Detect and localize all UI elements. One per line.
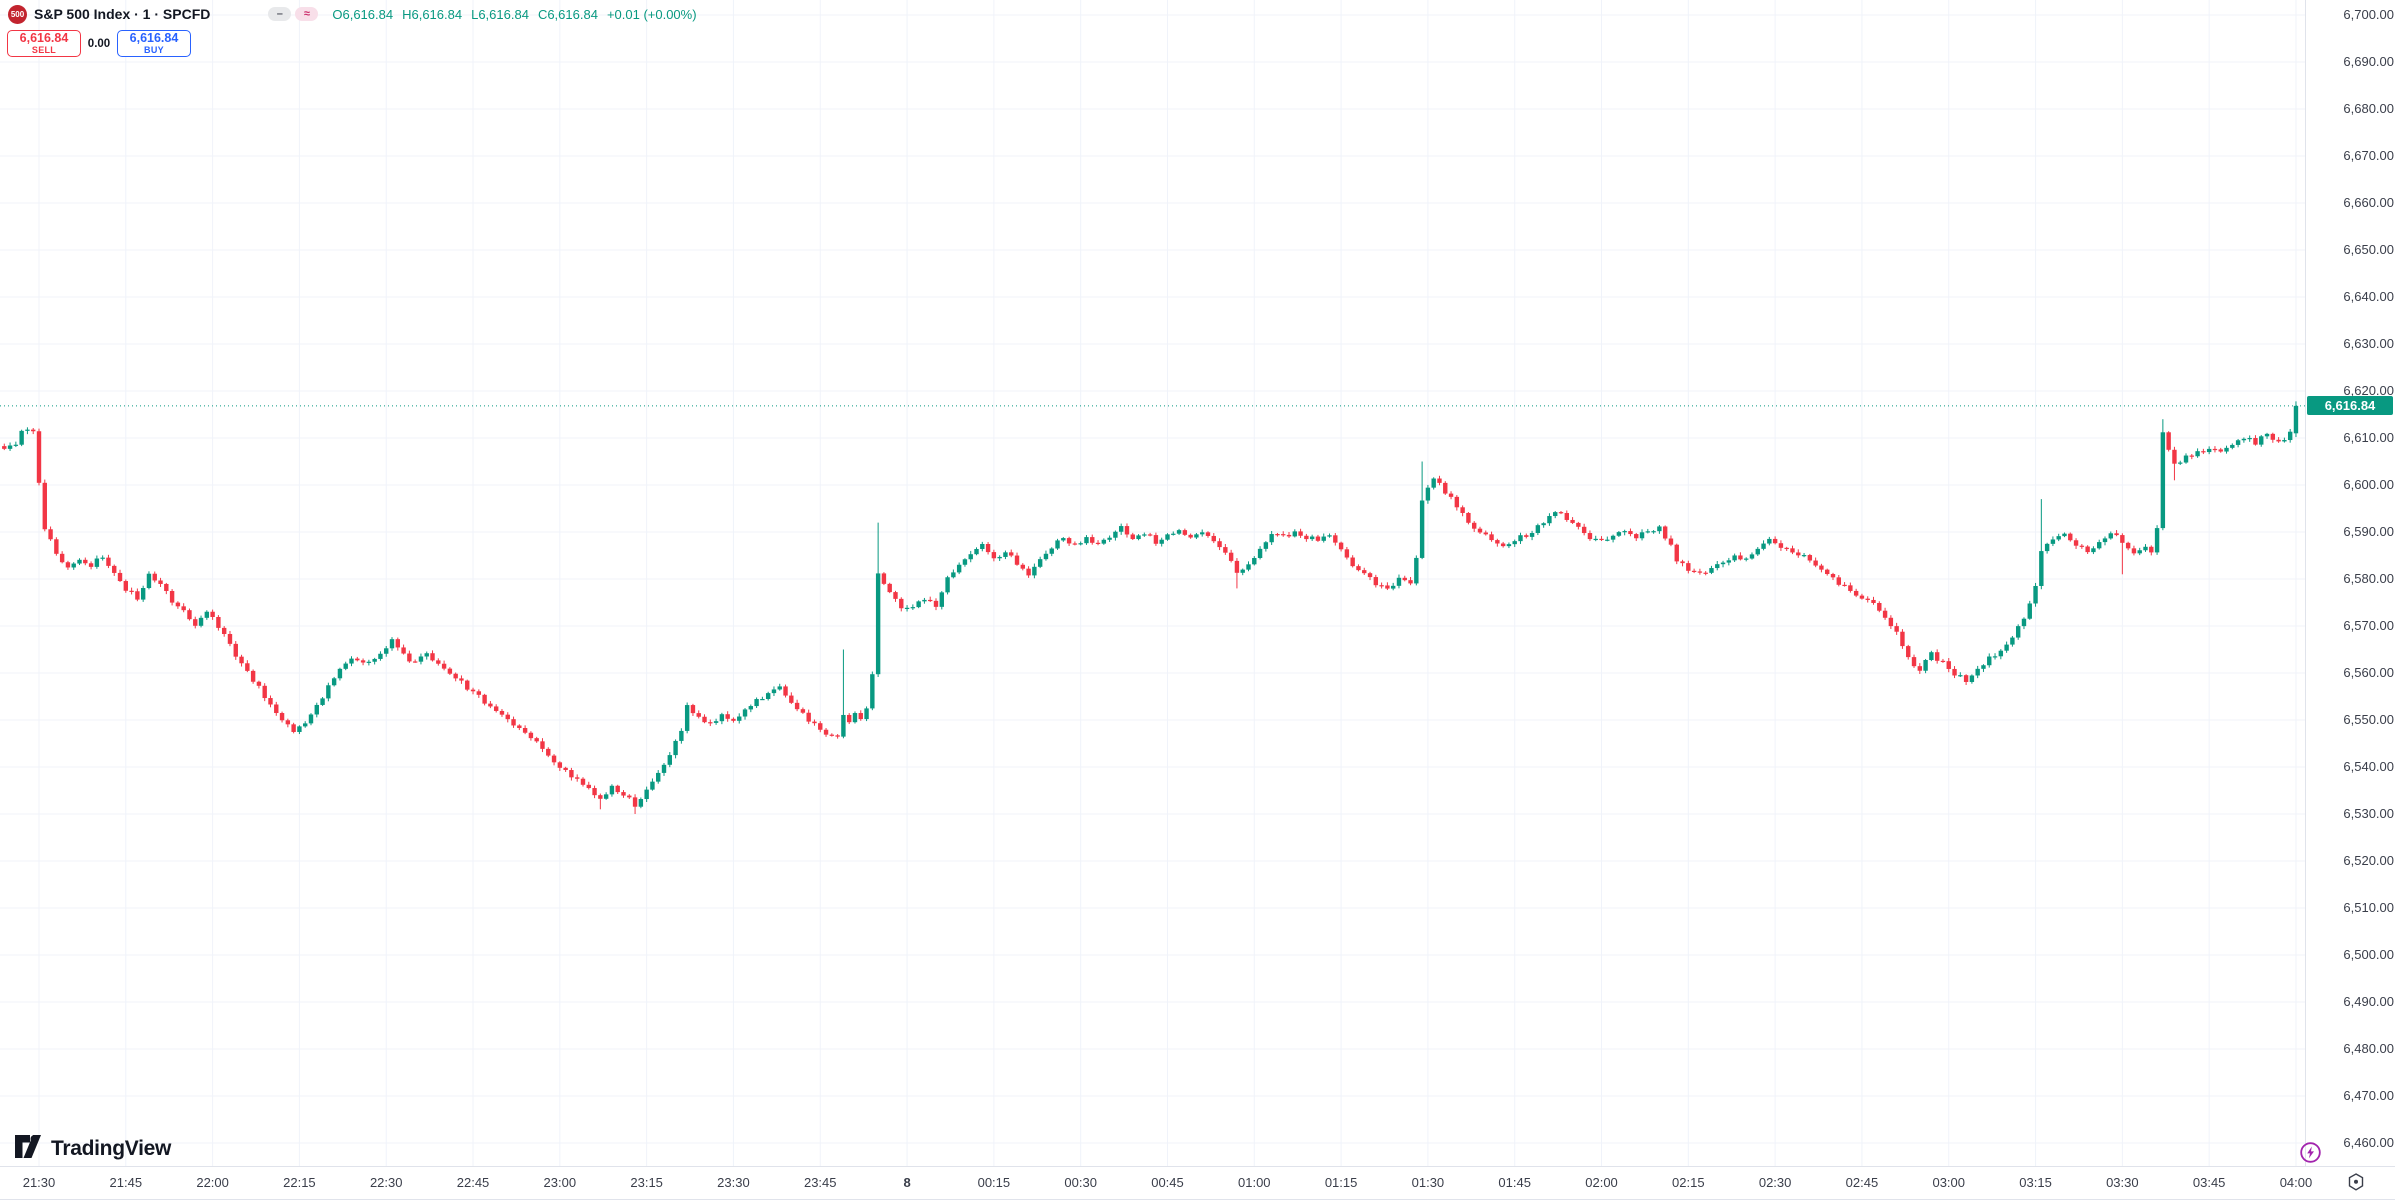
current-price-label: 6,616.84: [2307, 396, 2393, 416]
price-axis-label: 6,630.00: [2343, 336, 2394, 351]
time-axis-label: 00:15: [977, 1175, 1011, 1190]
candlestick-chart[interactable]: [0, 0, 2305, 1166]
sell-price: 6,616.84: [19, 30, 69, 45]
price-axis-label: 6,600.00: [2343, 477, 2394, 492]
price-axis-label: 6,460.00: [2343, 1135, 2394, 1150]
time-axis-label: 02:15: [1672, 1175, 1705, 1190]
time-axis-label: 01:00: [1238, 1175, 1271, 1190]
open-value: O6,616.84: [332, 6, 394, 22]
change-value: +0.01 (+0.00%): [606, 6, 697, 22]
time-axis-label: 22:00: [196, 1175, 229, 1190]
price-axis-label: 6,530.00: [2343, 806, 2394, 821]
timezone-settings-icon[interactable]: [2346, 1172, 2366, 1192]
price-axis-label: 6,490.00: [2343, 994, 2394, 1009]
price-axis[interactable]: 6,616.84 6,700.00 6,690.00 6,680.00 6,670.0…: [2305, 0, 2395, 1166]
time-axis-label: 04:00: [2279, 1175, 2313, 1190]
low-value: L6,616.84: [471, 6, 529, 22]
buy-button[interactable]: 6,616.84 BUY: [117, 30, 191, 57]
price-axis-label: 6,500.00: [2343, 947, 2394, 962]
tradingview-logo[interactable]: TradingView: [15, 1135, 171, 1163]
price-axis-label: 6,550.00: [2343, 712, 2394, 727]
price-axis-label: 6,540.00: [2343, 759, 2394, 774]
time-axis-label: 00:30: [1064, 1175, 1097, 1190]
price-axis-label: 6,480.00: [2343, 1041, 2394, 1056]
price-axis-label: 6,470.00: [2343, 1088, 2394, 1103]
time-axis-label: 01:45: [1498, 1175, 1531, 1190]
close-value: C6,616.84: [537, 6, 598, 22]
price-axis-label: 6,660.00: [2343, 195, 2394, 210]
price-axis-label: 6,520.00: [2343, 853, 2394, 868]
symbol-header: 500 S&P 500 Index · 1 · SPCFD – ≈ O6,616…: [8, 3, 697, 25]
time-axis-label: 02:30: [1758, 1175, 1792, 1190]
time-axis-label: 03:30: [2106, 1175, 2139, 1190]
price-axis-label: 6,640.00: [2343, 289, 2394, 304]
tradingview-logo-text: TradingView: [51, 1137, 172, 1160]
grid-lines: [0, 0, 2305, 1166]
time-axis-label: 21:45: [109, 1175, 143, 1190]
price-axis-label: 6,580.00: [2343, 571, 2394, 586]
price-axis-label: 6,510.00: [2343, 900, 2394, 915]
time-axis-label: 01:30: [1411, 1175, 1445, 1190]
time-axis-label: 23:30: [717, 1175, 750, 1190]
time-axis-label: 01:15: [1324, 1175, 1358, 1190]
time-axis-label: 22:30: [369, 1175, 403, 1190]
tradingview-logo-icon: [15, 1135, 42, 1163]
sell-label: SELL: [31, 45, 57, 56]
price-axis-label: 6,570.00: [2343, 618, 2394, 633]
ohlc-readout: O6,616.84 H6,616.84 L6,616.84 C6,616.84 …: [332, 7, 696, 22]
buy-label: BUY: [144, 45, 164, 56]
high-value: H6,616.84: [402, 6, 463, 22]
price-axis-label: 6,650.00: [2343, 242, 2394, 257]
buy-price: 6,616.84: [129, 30, 179, 45]
lightning-button[interactable]: [2300, 1142, 2321, 1163]
time-axis-label: 22:45: [456, 1175, 490, 1190]
spread-value: 0.00: [87, 37, 111, 50]
time-axis-label: 02:00: [1585, 1175, 1618, 1190]
market-status-icons: – ≈: [268, 7, 319, 21]
time-axis-label: 23:15: [630, 1175, 663, 1190]
time-axis-label: 03:45: [2192, 1175, 2226, 1190]
time-axis-label: 03:15: [2019, 1175, 2052, 1190]
time-axis-label: 23:45: [803, 1175, 837, 1190]
time-axis-label: 02:45: [1845, 1175, 1879, 1190]
price-axis-label: 6,560.00: [2343, 665, 2394, 680]
symbol-title[interactable]: S&P 500 Index · 1 · SPCFD: [34, 6, 211, 22]
price-axis-label: 6,610.00: [2343, 430, 2394, 445]
price-axis-label: 6,670.00: [2343, 148, 2394, 163]
cfd-approx-icon[interactable]: ≈: [295, 7, 319, 21]
price-axis-label: 6,680.00: [2343, 101, 2394, 116]
time-axis[interactable]: 21:30 21:45 22:00 22:15 22:30 22:45 23:00 23:15…: [0, 1166, 2395, 1200]
trade-panel: 6,616.84 SELL 0.00 6,616.84 BUY: [7, 30, 191, 57]
time-axis-label: 00:45: [1151, 1175, 1184, 1190]
time-axis-label: 03:00: [1932, 1175, 1966, 1190]
price-axis-label: 6,700.00: [2343, 7, 2394, 22]
time-axis-label: 8: [903, 1175, 911, 1190]
market-closed-icon[interactable]: –: [268, 7, 292, 21]
time-axis-label: 21:30: [22, 1175, 56, 1190]
time-axis-label: 23:00: [543, 1175, 577, 1190]
time-axis-label: 22:15: [283, 1175, 316, 1190]
price-axis-label: 6,590.00: [2343, 524, 2394, 539]
sp500-logo-badge[interactable]: 500: [8, 4, 27, 24]
sell-button[interactable]: 6,616.84 SELL: [7, 30, 81, 57]
price-axis-label: 6,690.00: [2343, 54, 2394, 69]
candles: [2, 401, 2299, 814]
price-axis-label: 6,620.00: [2343, 383, 2394, 398]
